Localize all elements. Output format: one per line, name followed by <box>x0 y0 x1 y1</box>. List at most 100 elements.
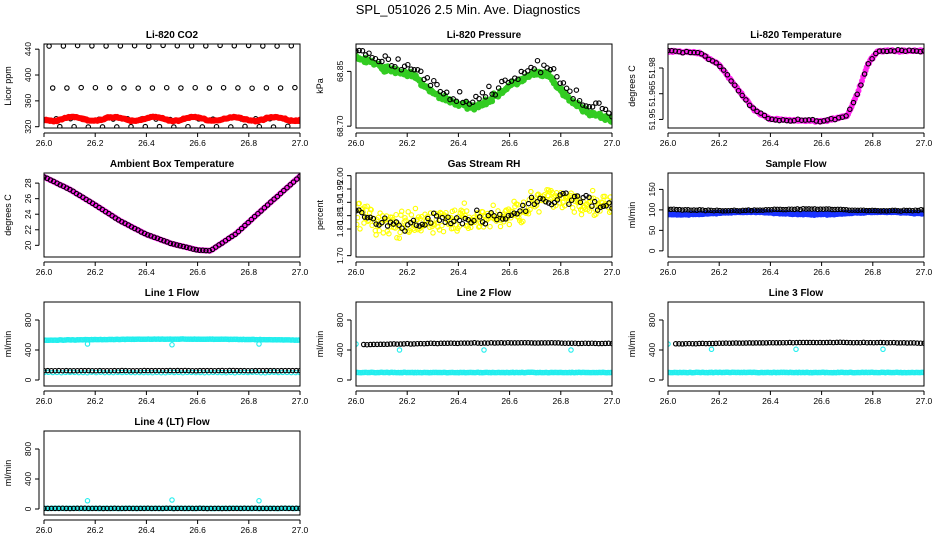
data-point <box>571 193 578 200</box>
data-point <box>895 208 901 214</box>
data-point <box>111 367 118 374</box>
data-point <box>873 50 879 57</box>
data-point <box>843 207 850 213</box>
data-point <box>880 207 887 214</box>
data-point <box>267 367 274 374</box>
y-tick-label: 20 <box>23 240 33 250</box>
data-point <box>232 231 238 238</box>
data-point <box>910 48 916 54</box>
data-point <box>386 230 392 237</box>
data-point <box>89 367 95 374</box>
y-tick-label: 800 <box>647 313 657 327</box>
data-point <box>589 104 596 110</box>
x-tick-label: 27.0 <box>604 138 621 148</box>
data-point <box>215 367 222 374</box>
data-point <box>52 367 58 374</box>
data-point <box>771 206 778 213</box>
data-point <box>361 214 368 220</box>
data-point <box>691 49 697 56</box>
figure-title: SPL_051026 2.5 Min. Ave. Diagnostics <box>356 2 581 17</box>
data-points <box>44 44 300 128</box>
data-point <box>49 85 56 91</box>
data-point <box>182 505 188 512</box>
data-point <box>70 367 77 374</box>
data-point <box>287 182 294 188</box>
data-point <box>713 60 719 66</box>
data-point <box>382 215 388 221</box>
data-point <box>840 339 847 346</box>
data-point <box>281 187 287 194</box>
data-point <box>517 208 523 214</box>
data-point <box>289 367 296 374</box>
data-point <box>810 339 817 346</box>
data-point <box>889 207 896 214</box>
data-point <box>565 340 572 346</box>
data-point <box>286 505 292 512</box>
data-point <box>552 340 558 346</box>
data-point <box>292 84 298 91</box>
data-point <box>476 95 482 102</box>
data-point <box>436 217 443 224</box>
data-point <box>597 204 604 211</box>
data-point <box>706 340 712 347</box>
data-point <box>268 199 274 205</box>
data-point <box>260 505 266 512</box>
x-tick-label: 27.0 <box>604 396 621 406</box>
data-point <box>608 208 612 214</box>
data-point <box>880 346 886 353</box>
data-point <box>171 505 177 512</box>
data-point <box>67 368 73 374</box>
y-axis-label: Licor ppm <box>3 66 13 106</box>
data-point <box>204 367 210 374</box>
x-tick-label: 26.8 <box>241 525 258 535</box>
data-point <box>357 226 363 232</box>
data-point <box>478 340 484 346</box>
data-point <box>237 505 244 512</box>
data-point <box>356 48 359 54</box>
data-point <box>424 75 431 81</box>
data-point <box>542 340 548 346</box>
data-point <box>82 367 88 374</box>
series-black <box>44 505 300 512</box>
data-point <box>898 208 904 214</box>
data-point <box>248 216 255 223</box>
series-cyan <box>356 341 612 376</box>
data-point <box>141 505 147 512</box>
data-point <box>550 66 557 72</box>
x-tick-label: 26.0 <box>36 525 53 535</box>
data-point <box>574 193 581 199</box>
data-point <box>180 243 187 250</box>
data-point <box>576 97 583 104</box>
x-tick-label: 26.4 <box>138 525 155 535</box>
data-point <box>104 367 110 374</box>
data-point <box>739 92 745 99</box>
x-axis: 26.0 26.2 26.4 26.6 26.8 27.0 <box>348 132 621 148</box>
data-point <box>783 117 790 124</box>
data-point <box>497 223 504 230</box>
data-point <box>217 44 223 49</box>
x-tick-label: 26.6 <box>501 267 518 277</box>
data-point <box>860 339 867 346</box>
data-point <box>843 113 849 119</box>
data-point <box>126 367 133 374</box>
x-tick-label: 26.0 <box>660 267 677 277</box>
data-point <box>367 214 374 221</box>
data-point <box>263 367 270 374</box>
data-point <box>384 341 390 348</box>
data-point <box>364 341 370 348</box>
data-point <box>174 367 181 374</box>
data-point <box>717 207 723 214</box>
data-point <box>713 340 719 347</box>
data-point <box>911 340 917 346</box>
data-point <box>177 243 183 249</box>
data-point <box>256 505 262 512</box>
data-point <box>589 203 595 209</box>
data-point <box>763 207 769 213</box>
data-point <box>520 202 526 209</box>
data-point <box>750 340 756 346</box>
data-point <box>156 367 162 374</box>
data-point <box>121 85 127 91</box>
y-tick-label: 1.85 <box>335 207 345 224</box>
data-point <box>44 505 51 512</box>
